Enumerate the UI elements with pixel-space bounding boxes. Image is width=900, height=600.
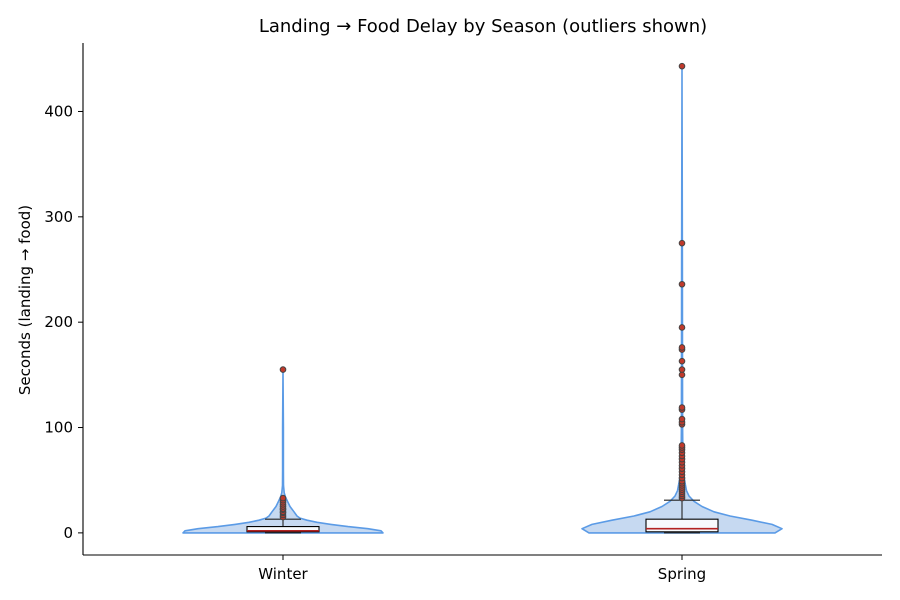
outlier-point-spring [678,324,686,331]
y-tick-label: 300 [44,208,73,226]
y-tick-label: 200 [44,313,73,331]
y-tick-label: 0 [63,524,73,542]
outliers-layer [279,62,686,521]
outlier-point-spring [678,239,686,247]
outlier-point-spring [678,357,686,365]
y-ticks: 0 100 200 300 400 [44,102,83,542]
outlier-point-spring [678,442,686,449]
outlier-point-spring [678,371,686,379]
outlier-point-spring [678,366,686,373]
outlier-point-spring [678,415,686,423]
outlier-point-spring [678,280,686,288]
outlier-point-winter [279,366,287,373]
box-winter [246,526,320,533]
violin-winter [182,368,384,534]
x-tick-label-spring: Spring [658,565,706,583]
outlier-point-spring [678,62,686,70]
outlier-point-spring [678,344,686,351]
y-tick-label: 100 [44,419,73,437]
y-axis-label: Seconds (landing → food) [16,205,34,395]
violin-spring [581,65,783,534]
boxes-layer [246,499,719,534]
x-ticks: Winter Spring [258,555,706,583]
x-tick-label-winter: Winter [258,565,308,583]
outlier-point-spring [678,404,686,411]
y-tick-label: 400 [44,102,73,120]
outlier-point-winter [279,494,287,502]
chart-title: Landing → Food Delay by Season (outliers… [259,16,707,37]
violins-layer [182,65,783,534]
box-spring [645,518,719,533]
